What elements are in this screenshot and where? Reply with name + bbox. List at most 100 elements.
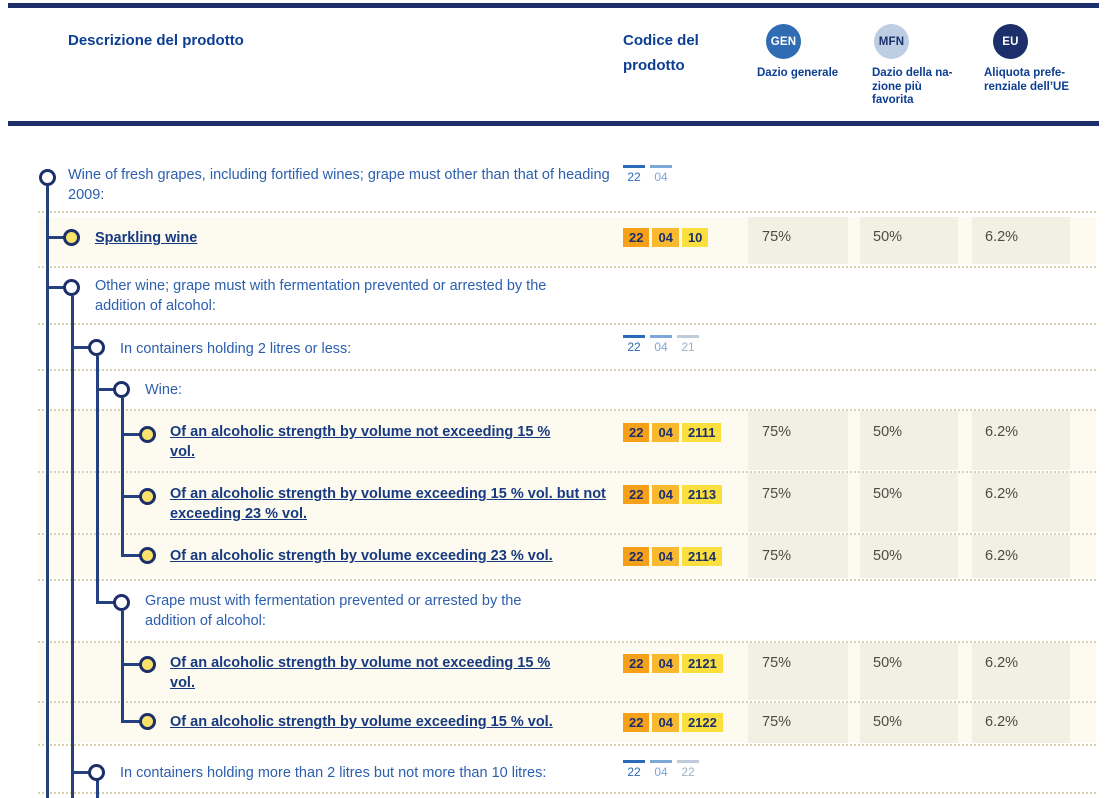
category-description: Grape must with fermentation prevented o…: [145, 593, 522, 629]
gen-badge: GEN: [766, 24, 801, 59]
eu-duty-value: 6.2%: [985, 424, 1019, 440]
product-link[interactable]: Of an alcoholic strength by volume excee…: [170, 548, 553, 564]
tree-vertical-line: [121, 398, 124, 556]
leaf-bullet-icon[interactable]: [139, 426, 156, 443]
product-code: 22 04 21: [623, 335, 699, 354]
product-code: 22 04: [623, 165, 672, 184]
tree-vertical-line: [96, 780, 99, 798]
code-badge: 22: [623, 713, 650, 732]
mfn-duty-value: 50%: [873, 655, 903, 671]
product-link[interactable]: Of an alcoholic strength by volume not e…: [170, 424, 551, 460]
mfn-column-label-line: Dazio della na-: [872, 67, 953, 79]
mfn-duty-value: 50%: [873, 714, 903, 730]
category-description: In containers holding more than 2 litres…: [120, 765, 547, 781]
duty-cell-background: [972, 643, 1070, 700]
product-link[interactable]: Of an alcoholic strength by volume excee…: [170, 714, 553, 730]
tree-elbow: [96, 388, 115, 391]
duty-cell-background: [748, 217, 848, 264]
product-code: 22 04 2122: [623, 713, 723, 732]
tree-elbow: [121, 554, 141, 557]
tree-node-toggle[interactable]: [113, 594, 130, 611]
code-badge: 22: [623, 547, 650, 566]
tree-elbow: [46, 286, 65, 289]
product-code: 22 04 2114: [623, 547, 723, 566]
code-badge: 04: [652, 423, 679, 442]
code-segment: 04: [650, 335, 672, 354]
duty-cell-background: [972, 473, 1070, 532]
tree-elbow: [121, 663, 141, 666]
tree-elbow: [71, 346, 90, 349]
tree-node-toggle[interactable]: [39, 169, 56, 186]
product-code: 22 04 22: [623, 760, 699, 779]
duty-cell-background: [860, 411, 958, 470]
code-badge: 04: [652, 654, 679, 673]
dotted-separator: [38, 744, 1096, 746]
code-badge: 04: [652, 547, 679, 566]
header-rule: [8, 121, 1099, 126]
dotted-separator: [38, 533, 1096, 535]
column-header-description: Descrizione del prodotto: [68, 32, 244, 49]
gen-duty-value: 75%: [762, 548, 792, 564]
code-segment: 21: [677, 335, 699, 354]
code-badge: 22: [623, 228, 650, 247]
product-code: 22 04 10: [623, 228, 709, 247]
dotted-separator: [38, 323, 1096, 325]
eu-column-label: Aliquota prefe- renziale dell’UE: [984, 67, 1069, 94]
code-badge: 10: [681, 228, 709, 247]
dotted-separator: [38, 409, 1096, 411]
product-link[interactable]: Of an alcoholic strength by volume excee…: [170, 486, 606, 522]
leaf-bullet-icon[interactable]: [139, 488, 156, 505]
leaf-bullet-icon[interactable]: [139, 713, 156, 730]
product-code: 22 04 2111: [623, 423, 722, 442]
gen-duty-value: 75%: [762, 229, 792, 245]
code-badge: 04: [652, 485, 679, 504]
duty-cell-background: [860, 473, 958, 532]
code-badge: 04: [652, 713, 679, 732]
duty-cell-background: [860, 703, 958, 743]
tree-elbow: [71, 771, 90, 774]
eu-duty-value: 6.2%: [985, 229, 1019, 245]
tree-node-toggle[interactable]: [88, 764, 105, 781]
product-link[interactable]: Sparkling wine: [95, 230, 198, 246]
column-header-code: Codice del prodotto: [623, 32, 699, 74]
eu-badge: EU: [993, 24, 1028, 59]
mfn-badge: MFN: [874, 24, 909, 59]
code-segment: 22: [623, 335, 645, 354]
tree-node-toggle[interactable]: [88, 339, 105, 356]
eu-column-label-line: Aliquota prefe-: [984, 67, 1066, 79]
gen-duty-value: 75%: [762, 424, 792, 440]
dotted-separator: [38, 579, 1096, 581]
product-code: 22 04 2113: [623, 485, 723, 504]
tree-node-toggle[interactable]: [113, 381, 130, 398]
dotted-separator: [38, 792, 1096, 794]
code-badge: 22: [623, 423, 650, 442]
tree-vertical-line: [96, 356, 99, 603]
leaf-bullet-icon[interactable]: [139, 656, 156, 673]
code-badge: 2121: [681, 654, 723, 673]
duty-cell-background: [860, 535, 958, 578]
category-description: In containers holding 2 litres or less:: [120, 341, 352, 357]
product-link[interactable]: Of an alcoholic strength by volume not e…: [170, 655, 551, 691]
duty-cell-background: [748, 643, 848, 700]
mfn-column-label-line: favorita: [872, 94, 914, 106]
tree-node-toggle[interactable]: [63, 279, 80, 296]
tree-vertical-line: [46, 186, 49, 798]
product-code: 22 04 2121: [623, 654, 723, 673]
tree-elbow: [121, 433, 141, 436]
leaf-bullet-icon[interactable]: [139, 547, 156, 564]
mfn-duty-value: 50%: [873, 229, 903, 245]
tree-elbow: [46, 236, 65, 239]
code-badge: 2111: [681, 423, 722, 442]
duty-cell-background: [972, 411, 1070, 470]
tree-vertical-line: [121, 611, 124, 722]
gen-column-label-line: Dazio generale: [757, 67, 839, 79]
gen-duty-value: 75%: [762, 486, 792, 502]
code-badge: 04: [652, 228, 679, 247]
code-segment: 22: [623, 760, 645, 779]
mfn-duty-value: 50%: [873, 424, 903, 440]
mfn-column-label-line: zione più: [872, 80, 922, 93]
dotted-separator: [38, 369, 1096, 371]
leaf-bullet-icon[interactable]: [63, 229, 80, 246]
duty-cell-background: [748, 411, 848, 470]
